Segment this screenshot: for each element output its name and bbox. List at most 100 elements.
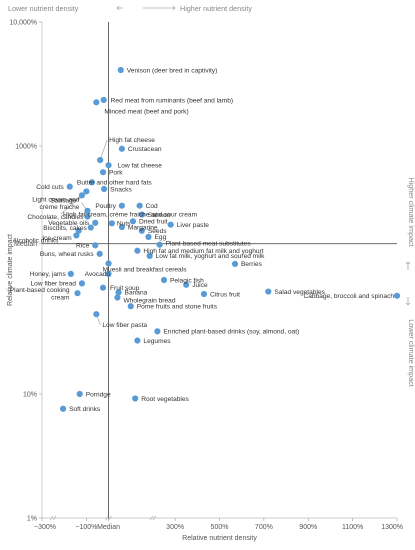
point-margarine	[118, 223, 125, 231]
label-chocolate-candies: Chocolate, candies	[27, 214, 84, 221]
label-pome-fruits-and-stone-fruits: Pome fruits and stone fruits	[137, 304, 218, 311]
annotation-lower-nutrient: Lower nutrient density	[8, 4, 79, 13]
point-salmon	[138, 211, 145, 218]
y-tick-label: Median	[14, 241, 37, 248]
point-pork	[99, 169, 107, 176]
y-tick-label: 10%	[23, 392, 37, 399]
point-butter-and-other-hard-fats	[88, 179, 96, 186]
label-pork: Pork	[109, 169, 123, 176]
point-high-fat-cheese	[97, 156, 104, 164]
axis-break-mark	[49, 515, 57, 521]
leader-high-fat-cream-cr-me-fraiche-and-sour-cream	[60, 195, 83, 215]
label-snacks: Snacks	[110, 186, 132, 193]
point-high-fat-and-medium-fat-milk-and-yoghurt	[134, 247, 141, 254]
arrow-up-icon	[405, 261, 411, 270]
point-berries	[231, 260, 239, 267]
label-minced-meat-beef-and-pork: Minced meat (beef and pork)	[104, 108, 188, 115]
point-buns-wheat-rusks	[96, 250, 103, 257]
x-tick-label: 1100%	[342, 524, 363, 531]
label-pelagic-fish: Pelagic fish	[170, 277, 204, 284]
axis-break-mark	[149, 515, 157, 521]
label-liver-paste: Liver paste	[177, 222, 210, 229]
x-tick-label: 300%	[166, 524, 184, 531]
point-alcoholic-drinks	[73, 232, 80, 239]
label-cod: Cod	[146, 203, 158, 210]
label-light-cream-and-cr-me-fraiche: Light cream and crème fraiche	[32, 196, 80, 211]
annotation-higher-climate: Higher climate impact	[407, 177, 415, 246]
point-liver-paste	[167, 221, 174, 228]
label-low-fat-cheese: Low fat cheese	[118, 163, 163, 170]
label-plant-based-meat-substitutes: Plant-based meat substitutes	[166, 241, 252, 248]
x-tick-label: −100%	[75, 524, 97, 531]
point-vegetable-oils	[92, 219, 99, 226]
label-rice: Rice	[76, 243, 90, 250]
point-biscuits-cakes	[87, 224, 94, 231]
y-axis-title: Relative climate impact	[7, 234, 14, 306]
label-salad-vegetables: Salad vegetables	[274, 289, 325, 296]
point-poultry	[118, 202, 125, 209]
arrow-left-icon	[116, 5, 123, 11]
label-berries: Berries	[241, 261, 263, 268]
labels-layer: Venison (deer bred in captivity) Red meat…	[10, 67, 395, 413]
label-vegetable-oils: Vegetable oils	[48, 220, 90, 227]
y-tick-label: 1000%	[15, 144, 37, 151]
label-poultry: Poultry	[95, 203, 116, 210]
x-tick-label: 500%	[211, 524, 229, 531]
label-sausage: Sausage	[50, 197, 76, 204]
point-sausage	[83, 188, 90, 195]
label-egg: Egg	[155, 234, 167, 241]
label-red-meat-from-ruminants-beef-and-lamb: Red meat from ruminants (beef and lamb)	[111, 97, 233, 104]
point-venison-deer-bred-in-captivity	[117, 66, 124, 74]
point-banana	[115, 289, 122, 296]
point-snacks	[101, 185, 108, 193]
point-juice	[183, 281, 190, 288]
point-avocado	[105, 270, 112, 278]
point-cold-cuts	[66, 183, 73, 190]
label-high-fat-cream-cr-me-fraiche-and-sour-cream: High fat cream, crème fraiche and sour c…	[63, 211, 198, 218]
point-dried-fruit	[129, 218, 137, 225]
label-cold-cuts: Cold cuts	[36, 184, 64, 191]
points-layer	[59, 66, 401, 412]
point-cabbage-broccoli-and-spinach	[393, 292, 401, 299]
arrow-right-icon	[143, 5, 176, 11]
label-banana: Banana	[125, 290, 148, 297]
point-chocolate-candies	[84, 213, 91, 220]
point-enriched-plant-based-drinks-soy-almond-oat	[154, 328, 161, 335]
label-seeds: Seeds	[148, 228, 167, 235]
label-ice-cream: Ice-cream	[42, 235, 72, 242]
point-low-fat-cheese	[105, 162, 112, 169]
label-margarine: Margarine	[128, 224, 158, 231]
label-wholegrain-bread: Wholegrain bread	[123, 298, 175, 305]
label-crustacean: Crustacean	[128, 146, 162, 153]
point-crustacean	[118, 145, 125, 152]
point-light-cream-and-cr-me-fraiche	[84, 207, 91, 214]
point-low-fat-milk-yoghurt-and-soured-milk	[146, 252, 153, 259]
label-plant-based-cooking-cream: Plant-based cooking cream	[10, 287, 70, 302]
label-soft-drinks: Soft drinks	[69, 406, 101, 413]
label-porridge: Porridge	[86, 391, 111, 398]
label-low-fiber-bread: Low fiber bread	[30, 281, 76, 288]
point-citrus-fruit	[200, 290, 208, 298]
label-cabbage-broccoli-and-spinach: Cabbage, broccoli and spinach	[303, 293, 394, 300]
point-plant-based-cooking-cream	[74, 290, 81, 297]
point-plant-based-meat-substitutes	[156, 241, 163, 248]
x-axis-title: Relative nutrient density	[182, 535, 257, 542]
point-high-fat-cream-cr-me-fraiche-and-sour-cream	[78, 192, 86, 199]
x-tick-label: Median	[97, 524, 120, 531]
label-butter-and-other-hard-fats: Butter and other hard fats	[77, 180, 152, 187]
point-nuts	[108, 220, 115, 227]
label-high-fat-and-medium-fat-milk-and-yoghurt: High fat and medium fat milk and yoghurt	[143, 248, 263, 255]
point-wholegrain-bread	[114, 294, 121, 301]
label-legumes: Legumes	[143, 338, 171, 345]
label-nuts: Nuts	[117, 221, 131, 228]
label-muesli-and-breakfast-cereals: Muesli and breakfast cereals	[103, 266, 188, 273]
point-egg	[145, 233, 152, 240]
label-salmon: Salmon	[148, 212, 171, 219]
label-avocado: Avocado	[85, 271, 111, 278]
x-tick-label: 700%	[255, 524, 273, 531]
point-fruit-soup	[99, 284, 107, 291]
point-salad-vegetables	[265, 288, 272, 295]
label-fruit-soup: Fruit soup	[110, 285, 140, 292]
point-porridge	[76, 390, 83, 398]
